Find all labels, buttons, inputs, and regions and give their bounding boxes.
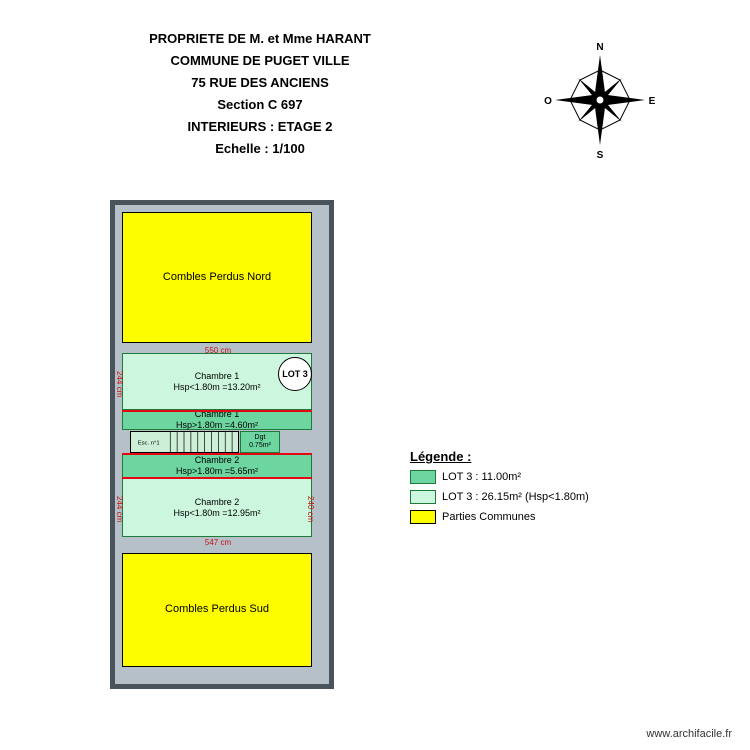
room-combles-nord: Combles Perdus Nord <box>122 212 312 343</box>
header-block: PROPRIETE DE M. et Mme HARANT COMMUNE DE… <box>0 28 520 161</box>
room-dgt: Dgt0.75m² <box>240 431 280 453</box>
dimension-label: 240 cm <box>305 485 315 533</box>
legend-item: LOT 3 : 26.15m² (Hsp<1.80m) <box>410 490 589 504</box>
legend: Légende : LOT 3 : 11.00m² LOT 3 : 26.15m… <box>410 449 589 530</box>
dimension-label: 244 cm <box>114 485 124 533</box>
header-line-4: Section C 697 <box>0 94 520 116</box>
dimension-label: 244 cm <box>114 360 124 408</box>
header-line-2: COMMUNE DE PUGET VILLE <box>0 50 520 72</box>
stairs-icon: Esc. n°1 <box>130 431 239 453</box>
svg-text:O: O <box>544 96 552 107</box>
header-line-5: INTERIEURS : ETAGE 2 <box>0 116 520 138</box>
room-chambre2-high: Chambre 2Hsp>1.80m =5.65m² <box>122 454 312 478</box>
svg-text:S: S <box>597 150 604 160</box>
header-line-6: Echelle : 1/100 <box>0 138 520 160</box>
header-line-3: 75 RUE DES ANCIENS <box>0 72 520 94</box>
svg-text:Esc. n°1: Esc. n°1 <box>138 441 160 447</box>
room-combles-sud: Combles Perdus Sud <box>122 553 312 667</box>
red-boundary-line <box>122 410 312 412</box>
red-boundary-line <box>122 453 312 455</box>
room-chambre2-low: Chambre 2Hsp<1.80m =12.95m² <box>122 478 312 537</box>
dimension-label: 547 cm <box>158 538 278 548</box>
svg-text:N: N <box>596 42 603 53</box>
legend-item: Parties Communes <box>410 510 589 524</box>
dimension-label: 550 cm <box>158 346 278 356</box>
legend-item: LOT 3 : 11.00m² <box>410 470 589 484</box>
floor-plan: Combles Perdus Nord Combles Perdus Sud C… <box>110 200 340 687</box>
lot-badge: LOT 3 <box>278 357 312 391</box>
compass-rose-icon: N E S O <box>540 40 660 160</box>
svg-text:E: E <box>649 96 656 107</box>
room-chambre1-high: Chambre 1Hsp>1.80m =4.60m² <box>122 410 312 430</box>
legend-title: Légende : <box>410 449 589 464</box>
header-line-1: PROPRIETE DE M. et Mme HARANT <box>0 28 520 50</box>
red-boundary-line <box>122 477 312 479</box>
footer-url: www.archifacile.fr <box>646 728 732 740</box>
